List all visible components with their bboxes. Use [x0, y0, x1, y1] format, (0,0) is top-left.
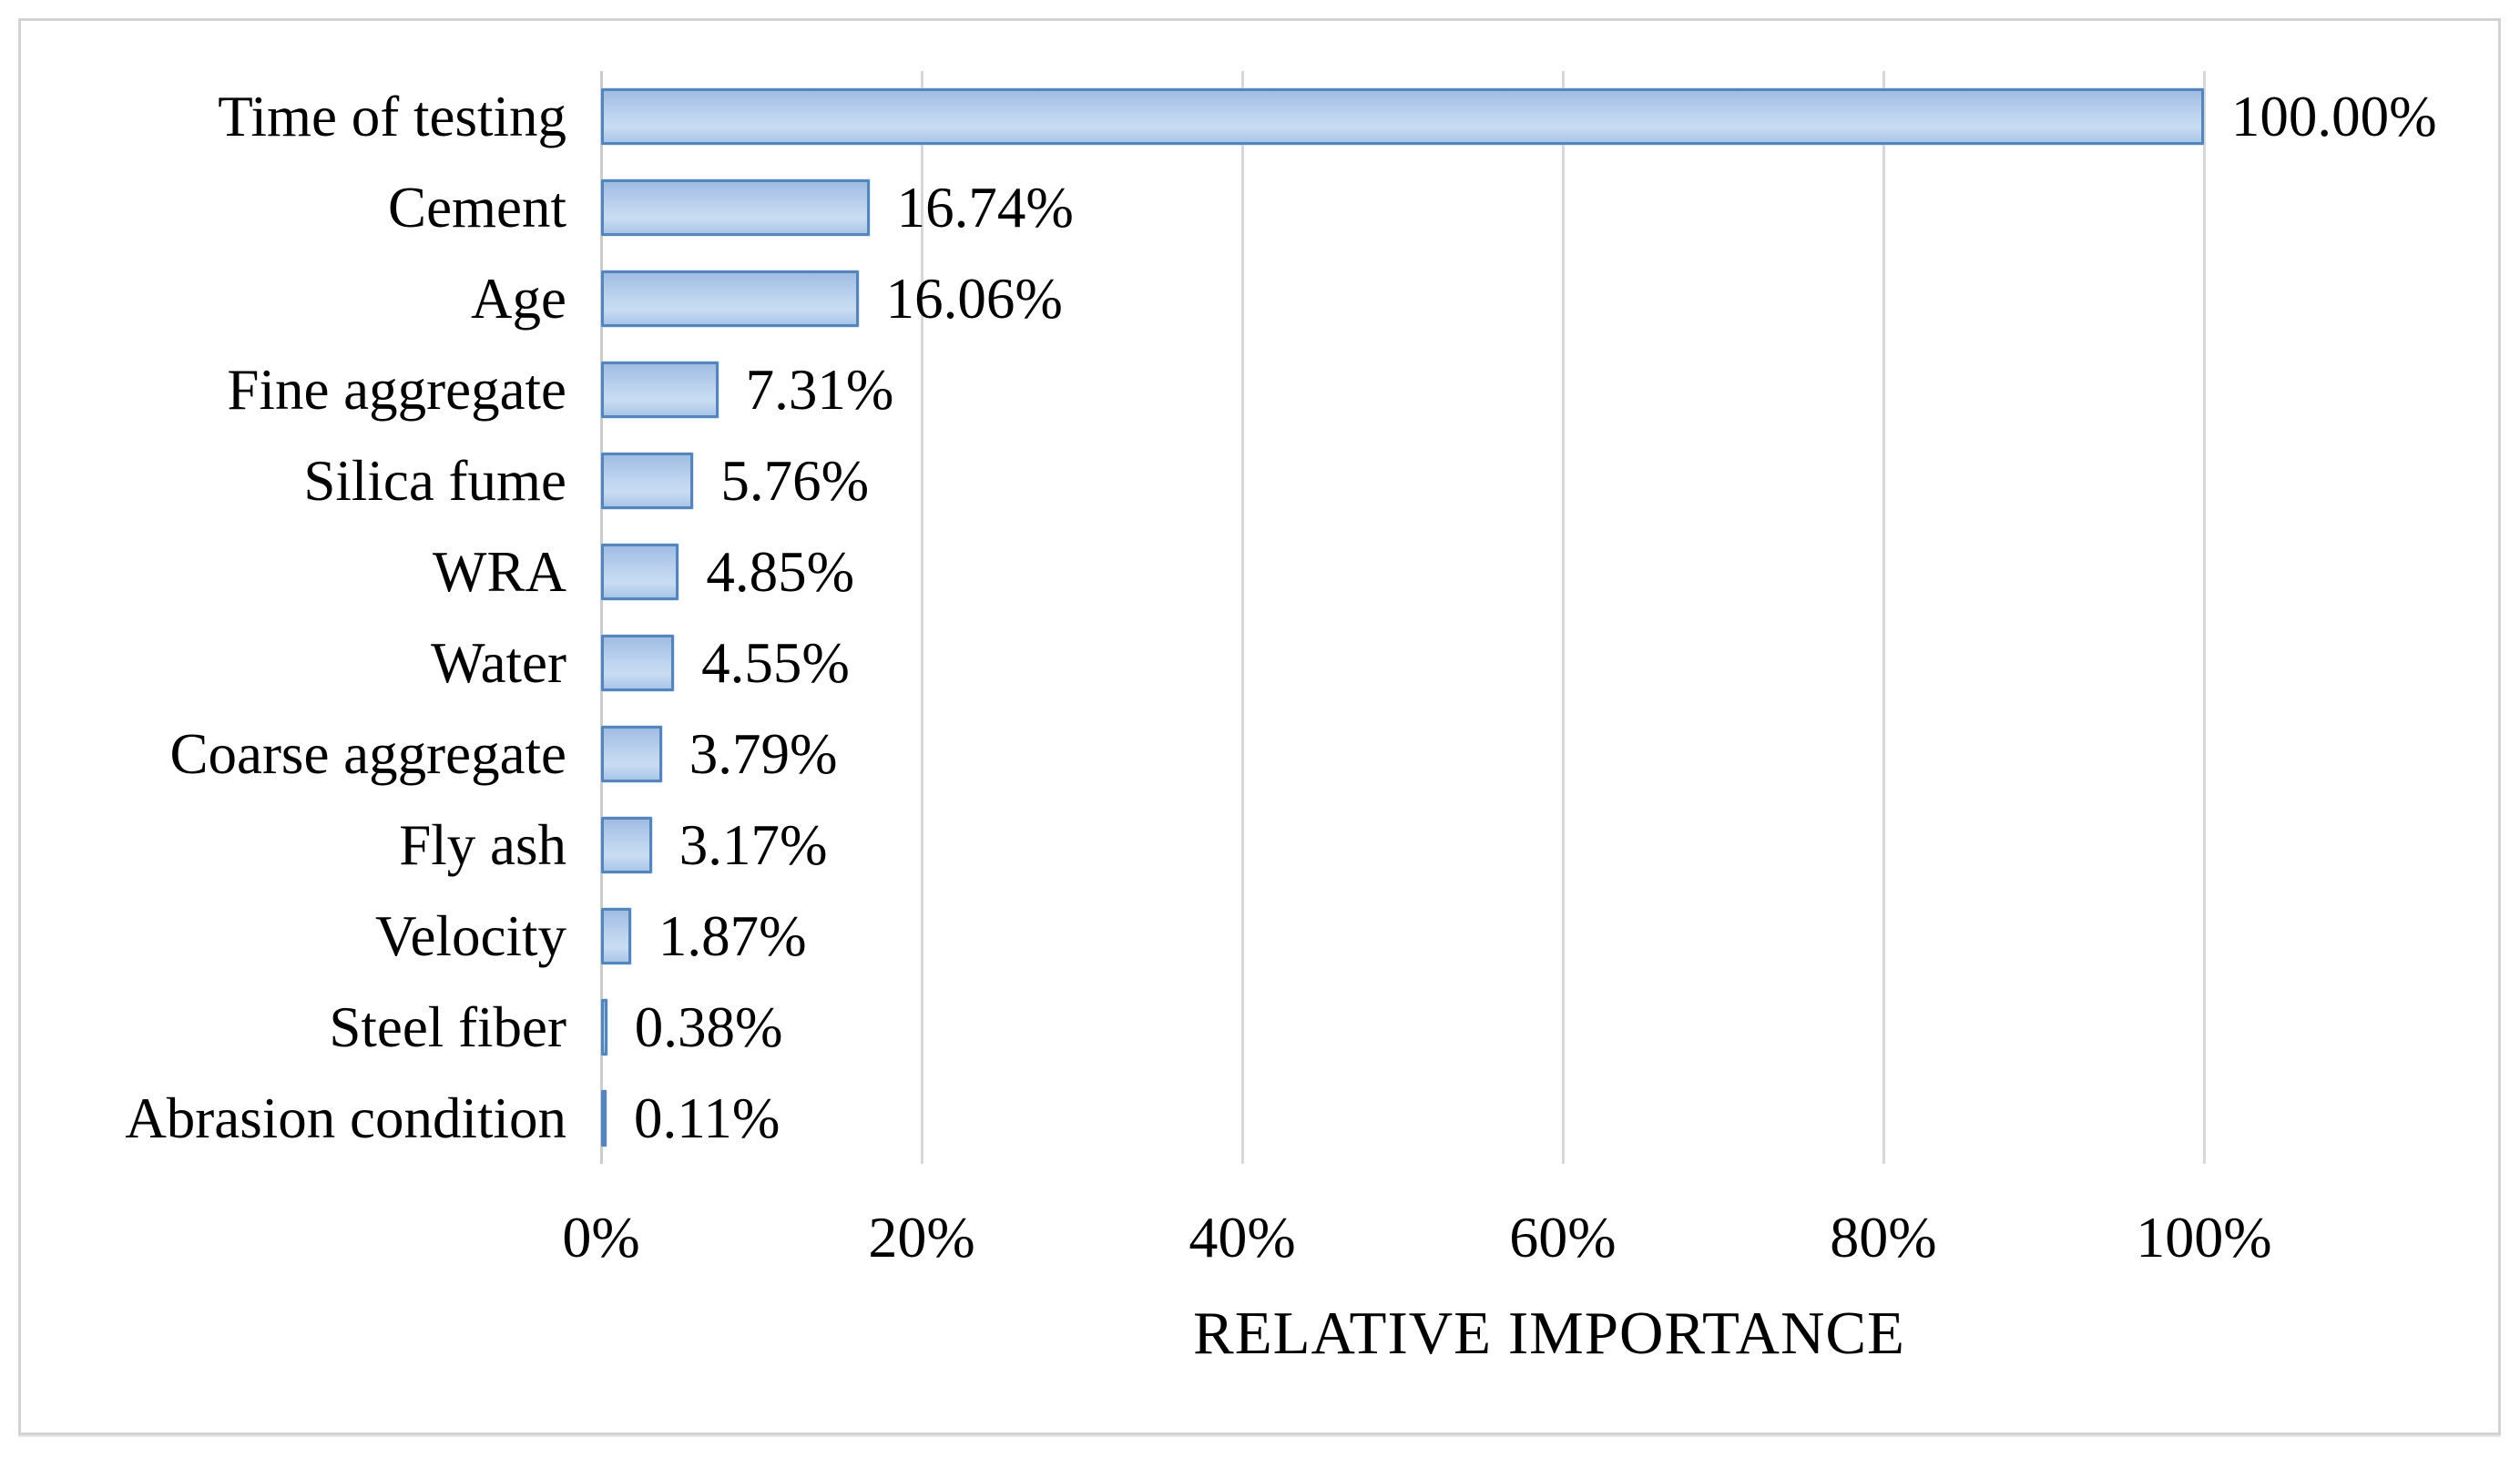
x-axis-title: RELATIVE IMPORTANCE — [1193, 1300, 1905, 1367]
category-label: Velocity — [375, 903, 566, 968]
category-label: Steel fiber — [329, 994, 566, 1059]
category-label: Cement — [388, 175, 566, 240]
bar-row: 4.55% — [601, 617, 2497, 709]
category-label: Water — [431, 630, 566, 695]
bar — [601, 88, 2204, 145]
category-label: Fly ash — [399, 812, 566, 877]
x-tick-label: 100% — [2136, 1205, 2272, 1269]
x-tick-label: 40% — [1189, 1205, 1296, 1269]
gridline — [2202, 71, 2206, 1164]
data-label: 16.74% — [896, 175, 1074, 240]
x-tick-label: 20% — [868, 1205, 975, 1269]
gridline — [920, 71, 923, 1164]
data-label: 100.00% — [2230, 84, 2437, 148]
bar-row: 3.79% — [601, 709, 2497, 800]
category-axis-labels: Time of testing Cement Age Fine aggregate Si… — [46, 71, 584, 1164]
category-label: Silica fume — [303, 448, 566, 513]
x-tick-label: 80% — [1830, 1205, 1937, 1269]
category-label: Coarse aggregate — [169, 721, 566, 786]
bar — [601, 270, 859, 327]
bar-row: 16.06% — [601, 253, 2497, 344]
bar — [601, 817, 652, 873]
data-label: 7.31% — [745, 357, 894, 422]
category-label: Age — [471, 266, 566, 331]
bar — [601, 726, 662, 782]
bar-row: 100.00% — [601, 71, 2497, 162]
bar — [601, 544, 679, 600]
figure-frame: Time of testing Cement Age Fine aggregate Si… — [18, 18, 2501, 1435]
bar-row: 5.76% — [601, 435, 2497, 526]
bar — [601, 179, 870, 236]
data-label: 16.06% — [885, 266, 1063, 331]
bar — [601, 908, 631, 964]
category-label: WRA — [433, 539, 566, 604]
gridline — [1240, 71, 1244, 1164]
bar — [601, 1090, 607, 1147]
data-label: 0.38% — [634, 994, 783, 1059]
gridline — [1882, 71, 1885, 1164]
data-label: 0.11% — [634, 1086, 780, 1150]
bar-row: 0.38% — [601, 982, 2497, 1073]
bar-rows: 100.00% 16.74% 16.06% 7.31% 5.76% 4.85% 4.55% 3… — [601, 71, 2497, 1164]
bar-row: 7.31% — [601, 344, 2497, 435]
x-axis-tick-labels: 0% 20% 40% 60% 80% 100% — [562, 1205, 2497, 1270]
data-label: 3.17% — [678, 812, 828, 877]
bar-row: 0.11% — [601, 1073, 2497, 1164]
gridline — [1561, 71, 1565, 1164]
bar-row: 1.87% — [601, 891, 2497, 982]
data-label: 3.79% — [689, 721, 838, 786]
category-label: Time of testing — [218, 84, 566, 148]
bar-row: 4.85% — [601, 526, 2497, 617]
bar-row: 3.17% — [601, 800, 2497, 891]
bar-row: 16.74% — [601, 162, 2497, 253]
y-axis-line — [600, 71, 603, 1164]
plot-area: 100.00% 16.74% 16.06% 7.31% 5.76% 4.85% 4.55% 3… — [600, 71, 2497, 1164]
bar — [601, 635, 675, 691]
x-tick-label: 60% — [1509, 1205, 1617, 1269]
bar — [601, 362, 719, 418]
data-label: 4.55% — [701, 630, 850, 695]
category-label: Abrasion condition — [125, 1086, 566, 1150]
data-label: 5.76% — [720, 448, 870, 513]
bar — [601, 999, 607, 1055]
data-label: 1.87% — [658, 903, 807, 968]
data-label: 4.85% — [706, 539, 855, 604]
category-label: Fine aggregate — [227, 357, 566, 422]
x-tick-label: 0% — [562, 1205, 640, 1269]
bar — [601, 453, 694, 509]
